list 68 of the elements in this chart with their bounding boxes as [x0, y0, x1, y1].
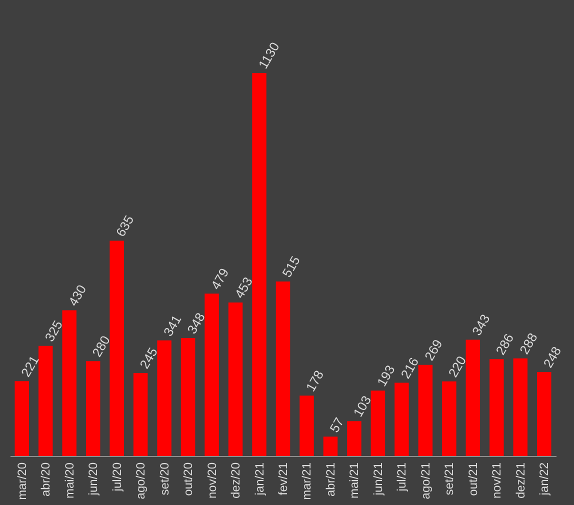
data-label: 479 [208, 266, 232, 292]
data-label: 245 [136, 344, 160, 372]
x-tick-label: set/21 [442, 462, 456, 496]
data-label: 343 [468, 312, 493, 338]
bar [157, 340, 172, 456]
bar [300, 396, 314, 456]
x-tick-label: mar/20 [14, 462, 29, 500]
x-tick-label: mai/21 [347, 462, 362, 499]
bar [418, 364, 433, 456]
data-label: 193 [374, 362, 398, 389]
bar [86, 361, 100, 456]
bar [252, 73, 266, 456]
x-tick-label: abr/21 [323, 462, 338, 497]
data-label: 341 [160, 312, 184, 339]
x-tick-label: dez/20 [228, 462, 243, 499]
bar [442, 381, 456, 456]
bar [276, 281, 290, 456]
bar [323, 436, 338, 456]
bar [537, 372, 552, 456]
data-label: 57 [326, 414, 347, 435]
x-tick-label: abr/20 [38, 462, 53, 497]
bar [228, 302, 243, 456]
data-label: 280 [89, 333, 113, 360]
data-label: 220 [445, 353, 470, 380]
data-label: 348 [184, 310, 208, 336]
x-tick-label: dez/21 [513, 462, 528, 499]
bar [370, 390, 386, 456]
data-label: 248 [540, 344, 564, 370]
x-tick-label: jan/21 [252, 462, 266, 496]
data-label: 286 [492, 331, 517, 358]
data-label: 269 [422, 336, 446, 364]
x-tick-label: out/20 [181, 462, 196, 496]
data-label: 288 [516, 330, 540, 357]
bar [38, 346, 53, 456]
data-label: 635 [112, 212, 137, 240]
x-tick-label: ago/20 [134, 462, 148, 500]
data-label: 453 [232, 274, 256, 301]
x-tick-label: out/21 [466, 462, 480, 496]
data-label: 325 [42, 318, 66, 344]
x-tick-label: jul/20 [110, 462, 124, 492]
data-label: 430 [65, 282, 90, 309]
data-label: 221 [18, 353, 42, 380]
x-tick-label: nov/20 [204, 462, 219, 499]
data-label: 216 [398, 354, 422, 382]
data-label: 515 [279, 253, 303, 280]
bar [110, 240, 124, 456]
bar [513, 358, 528, 456]
bar [204, 294, 219, 456]
data-label: 178 [302, 368, 327, 394]
bar [14, 381, 29, 456]
x-tick-label: nov/21 [490, 462, 504, 499]
x-tick-label: jan/22 [537, 462, 552, 496]
x-tick-label: ago/21 [418, 462, 432, 500]
x-tick-label: jul/21 [394, 462, 409, 492]
x-tick-label: mai/20 [62, 462, 76, 499]
bar [490, 359, 504, 456]
bar [394, 382, 409, 456]
bar [62, 310, 76, 456]
bar [180, 338, 196, 456]
x-tick-label: mar/21 [300, 462, 314, 500]
bar [466, 340, 480, 456]
x-tick-label: jun/20 [86, 462, 100, 496]
bar [347, 421, 362, 456]
x-tick-label: jun/21 [370, 462, 385, 496]
data-label: 103 [350, 393, 374, 420]
bar [133, 372, 148, 456]
x-tick-label: fev/21 [276, 462, 290, 496]
x-tick-label: set/20 [157, 462, 172, 496]
